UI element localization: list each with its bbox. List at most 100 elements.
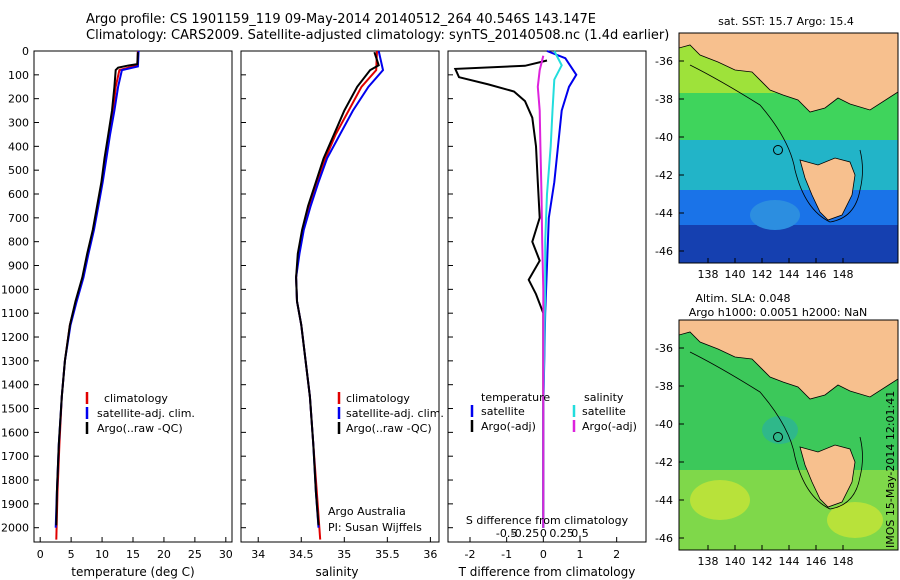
temperature-plot-frame xyxy=(33,50,233,543)
temperature-series-climatology xyxy=(55,50,139,540)
map-lon-tick-label: 148 xyxy=(833,268,854,281)
depth-tick-label: 900 xyxy=(8,260,29,273)
difference-legend-satellite: satellite xyxy=(481,405,525,418)
sla-tasmania xyxy=(799,444,856,508)
temperature-x-tick-label: 20 xyxy=(157,548,171,561)
imos-stamp: IMOS 15-May-2014 12:01:41 xyxy=(884,391,897,548)
plot-title-line1: Argo profile: CS 1901159_119 09-May-2014… xyxy=(86,12,596,27)
salinity-x-axis: 34 34.5 35 35.5 36 xyxy=(241,50,437,561)
map-lat-tick-label: -44 xyxy=(655,207,673,220)
depth-tick-label: 1400 xyxy=(1,379,29,392)
difference-x2-tick-label: 0.25 xyxy=(549,527,574,540)
depth-tick-label: 700 xyxy=(8,212,29,225)
difference-series-argo-adj- xyxy=(453,59,548,528)
difference-legend-title-salinity: salinity xyxy=(584,391,624,404)
map-lon-tick-label: 138 xyxy=(698,555,719,568)
salinity-x-tick-label: 35.5 xyxy=(375,548,400,561)
depth-tick-label: 2000 xyxy=(1,522,29,535)
salinity-panel: 34 34.5 35 35.5 36 salinity climatology sate… xyxy=(240,50,444,579)
depth-tick-label: 400 xyxy=(8,140,29,153)
sla-map-lat-axis: -36 -38 -40 -42 -44 -46 xyxy=(655,342,684,545)
difference-legend-argo: Argo(-adj) xyxy=(481,420,536,433)
map-lat-tick-label: -46 xyxy=(655,245,673,258)
depth-tick-label: 0 xyxy=(22,45,29,58)
salinity-x-tick-label: 34.5 xyxy=(289,548,314,561)
difference-legend: temperature salinity satellite Argo(-adj… xyxy=(470,391,637,433)
difference-x-tick-label: 2 xyxy=(613,548,620,561)
temperature-x-tick-label: 25 xyxy=(188,548,202,561)
map-lon-tick-label: 142 xyxy=(752,555,773,568)
difference-x-tick-label: -2 xyxy=(465,548,476,561)
temperature-series-argo-raw-qc- xyxy=(55,52,139,526)
temperature-series xyxy=(54,50,140,540)
sst-map-lat-axis: -36 -38 -40 -42 -44 -46 xyxy=(655,55,684,258)
difference-x2label: S difference from climatology xyxy=(466,514,629,527)
map-lat-tick-label: -40 xyxy=(655,418,673,431)
temperature-legend-satellite: satellite-adj. clim. xyxy=(97,407,195,420)
depth-axis: 0 100 200 300 400 500 600 700 800 900 1000 1100 1200… xyxy=(1,45,39,535)
difference-legend-argo-salinity: Argo(-adj) xyxy=(582,420,637,433)
shelf-contour xyxy=(689,64,863,223)
depth-tick-label: 1700 xyxy=(1,450,29,463)
difference-series-salinity-argo-adj- xyxy=(536,55,545,528)
salinity-x-tick-label: 36 xyxy=(423,548,437,561)
sla-eddy-2 xyxy=(827,502,883,538)
depth-tick-label: 300 xyxy=(8,117,29,130)
map-lon-tick-label: 140 xyxy=(725,555,746,568)
depth-tick-label: 1300 xyxy=(1,355,29,368)
depth-tick-label: 1500 xyxy=(1,403,29,416)
map-lat-tick-label: -36 xyxy=(655,342,673,355)
map-lat-tick-label: -46 xyxy=(655,532,673,545)
depth-tick-label: 1900 xyxy=(1,498,29,511)
difference-xlabel: T difference from climatology xyxy=(458,565,636,579)
depth-tick-label: 500 xyxy=(8,164,29,177)
sla-map-lon-axis: 138 140 142 144 146 148 xyxy=(698,545,854,568)
difference-x2-axis: -0.5-0.25 0 0.250.5 xyxy=(496,527,589,540)
salinity-legend-climatology: climatology xyxy=(346,392,410,405)
salinity-series xyxy=(295,50,385,540)
depth-tick-label: 1600 xyxy=(1,426,29,439)
sla-eddy-1 xyxy=(690,480,750,520)
temperature-legend-argo: Argo(..raw -QC) xyxy=(97,422,183,435)
salinity-annotation-line1: Argo Australia xyxy=(328,505,406,518)
sst-map-title: sat. SST: 15.7 Argo: 15.4 xyxy=(718,15,854,28)
difference-x-tick-label: 0 xyxy=(540,548,547,561)
difference-x-tick-label: 1 xyxy=(577,548,584,561)
temperature-x-tick-label: 30 xyxy=(219,548,233,561)
temperature-x-tick-label: 15 xyxy=(126,548,140,561)
difference-x2-tick-label: 0 xyxy=(540,527,547,540)
map-lon-tick-label: 146 xyxy=(806,555,827,568)
sla-shelf-contour xyxy=(689,351,863,510)
argo-float-marker xyxy=(773,145,783,155)
sst-map-lon-axis: 138 140 142 144 146 148 xyxy=(698,258,854,281)
difference-x2-tick-label: -0.25 xyxy=(511,527,539,540)
difference-legend-sat-salinity: satellite xyxy=(582,405,626,418)
sst-cold-eddy xyxy=(750,200,800,230)
sla-eddy-3 xyxy=(762,416,798,444)
mainland-australia xyxy=(679,33,898,113)
temperature-xlabel: temperature (deg C) xyxy=(71,565,194,579)
tasmania xyxy=(799,157,856,221)
temperature-x-tick-label: 10 xyxy=(95,548,109,561)
difference-x-tick-label: -1 xyxy=(501,548,512,561)
sla-mainland-australia xyxy=(679,320,898,400)
salinity-legend-satellite: satellite-adj. clim. xyxy=(346,407,444,420)
depth-tick-label: 1200 xyxy=(1,331,29,344)
salinity-series-climatology xyxy=(295,50,378,540)
map-lat-tick-label: -40 xyxy=(655,131,673,144)
salinity-annotation-line2: PI: Susan Wijffels xyxy=(328,521,422,534)
temperature-panel: 0100200300400500600700800900100011001200… xyxy=(1,45,233,579)
salinity-legend-argo: Argo(..raw -QC) xyxy=(346,422,432,435)
map-lon-tick-label: 144 xyxy=(779,268,800,281)
map-lon-tick-label: 140 xyxy=(725,268,746,281)
temperature-x-tick-label: 5 xyxy=(68,548,75,561)
sla-map: Altim. SLA: 0.048 Argo h1000: 0.0051 h20… xyxy=(655,292,899,568)
sst-cold-band xyxy=(679,225,898,263)
sst-mid-band xyxy=(679,140,898,190)
salinity-x-tick-label: 35 xyxy=(337,548,351,561)
depth-tick-label: 100 xyxy=(8,69,29,82)
map-lat-tick-label: -38 xyxy=(655,93,673,106)
depth-tick-label: 1100 xyxy=(1,307,29,320)
difference-plot-frame xyxy=(447,50,647,543)
